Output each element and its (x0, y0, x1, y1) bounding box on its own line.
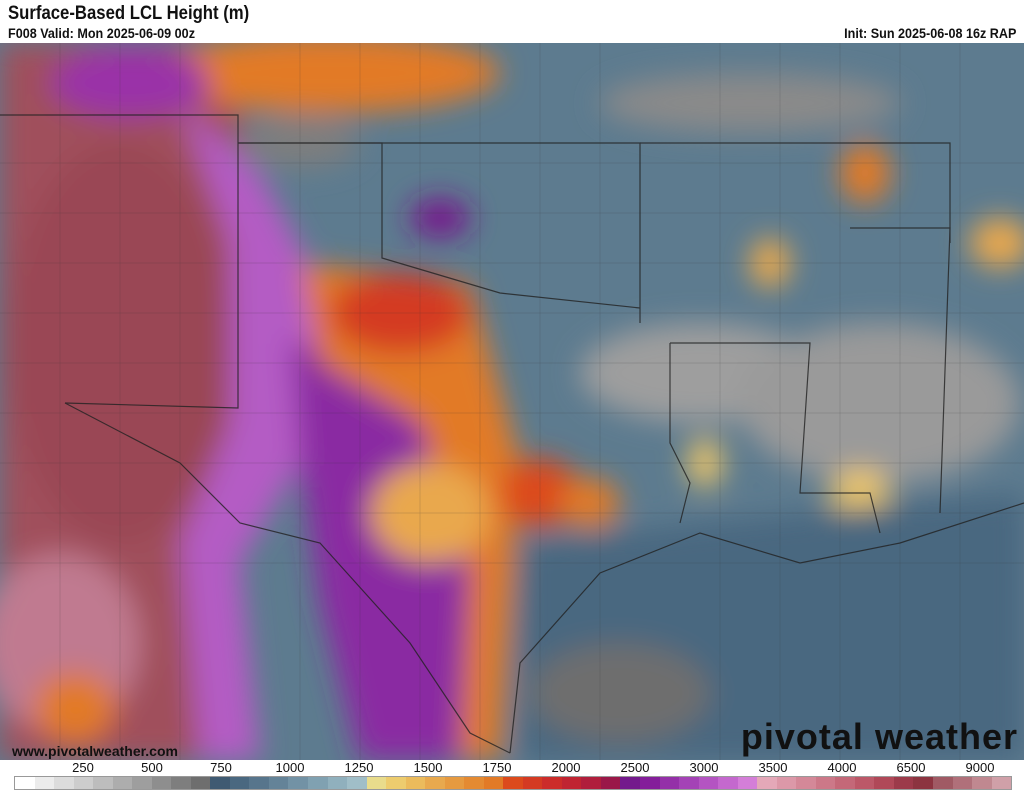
colorbar-swatch (952, 777, 973, 789)
colorbar-swatch (776, 777, 797, 789)
colorbar-tick-label: 2000 (551, 760, 581, 775)
valid-time: F008 Valid: Mon 2025-06-09 00z (8, 25, 195, 41)
colorbar-tick-label: 1000 (275, 760, 305, 775)
colorbar-swatch (542, 777, 562, 789)
colorbar-tick-label: 2500 (620, 760, 650, 775)
colorbar-swatch (54, 777, 74, 789)
colorbar-swatch (561, 777, 582, 789)
colorbar-swatch (815, 777, 836, 789)
lcl-height-map (0, 43, 1024, 760)
colorbar-swatch (659, 777, 680, 789)
colorbar-swatch (132, 777, 152, 789)
colorbar-tick-label: 500 (141, 760, 163, 775)
colorbar-swatch (190, 777, 211, 789)
colorbar-swatch (151, 777, 172, 789)
colorbar-swatch (854, 777, 875, 789)
colorbar-swatch (640, 777, 660, 789)
colorbar-swatch (679, 777, 699, 789)
colorbar-tick-label: 750 (210, 760, 232, 775)
colorbar-swatch (972, 777, 992, 789)
colorbar-swatch (698, 777, 719, 789)
colorbar-swatch (405, 777, 426, 789)
colorbar-swatch (464, 777, 484, 789)
colorbar-tick-label: 1750 (482, 760, 512, 775)
colorbar-swatch (229, 777, 250, 789)
colorbar-swatch (366, 777, 387, 789)
colorbar-swatch (522, 777, 543, 789)
colorbar-tick-label: 6500 (896, 760, 926, 775)
colorbar-tick-label: 250 (72, 760, 94, 775)
colorbar-swatch (210, 777, 230, 789)
colorbar (14, 776, 1012, 790)
colorbar-swatch (425, 777, 445, 789)
colorbar-tick-label: 1500 (413, 760, 443, 775)
colorbar-swatch (835, 777, 855, 789)
colorbar-tick-label: 9000 (965, 760, 995, 775)
colorbar-swatch (93, 777, 113, 789)
colorbar-swatch (112, 777, 133, 789)
colorbar-swatch (268, 777, 289, 789)
site-url: www.pivotalweather.com (12, 743, 178, 759)
colorbar-swatch (737, 777, 758, 789)
colorbar-swatch (796, 777, 816, 789)
colorbar-tick-label: 4000 (827, 760, 857, 775)
colorbar-swatch (347, 777, 367, 789)
colorbar-swatch (249, 777, 269, 789)
colorbar-swatch (483, 777, 504, 789)
colorbar-swatch (581, 777, 601, 789)
colorbar-swatch (327, 777, 348, 789)
colorbar-swatch (757, 777, 777, 789)
init-time: Init: Sun 2025-06-08 16z RAP (843, 25, 1016, 41)
colorbar-swatch (718, 777, 738, 789)
colorbar-tick-label: 3500 (758, 760, 788, 775)
colorbar-swatch (503, 777, 523, 789)
colorbar-swatch (34, 777, 55, 789)
colorbar-swatch (913, 777, 933, 789)
colorbar-swatch (288, 777, 308, 789)
colorbar-swatch (600, 777, 621, 789)
colorbar-swatch (15, 777, 35, 789)
pivotal-weather-logo: pivotal weather (740, 716, 1018, 757)
colorbar-tick-label: 1250 (344, 760, 374, 775)
colorbar-swatch (444, 777, 465, 789)
colorbar-swatch (171, 777, 191, 789)
colorbar-swatch (893, 777, 914, 789)
colorbar-tick-label: 3000 (689, 760, 719, 775)
colorbar-swatch (620, 777, 640, 789)
colorbar-swatch (386, 777, 406, 789)
colorbar-swatch (307, 777, 328, 789)
colorbar-swatch (73, 777, 94, 789)
colorbar-swatch (991, 777, 1012, 789)
colorbar-swatch (874, 777, 894, 789)
colorbar-swatch (932, 777, 953, 789)
map-title: Surface-Based LCL Height (m) (8, 3, 250, 24)
